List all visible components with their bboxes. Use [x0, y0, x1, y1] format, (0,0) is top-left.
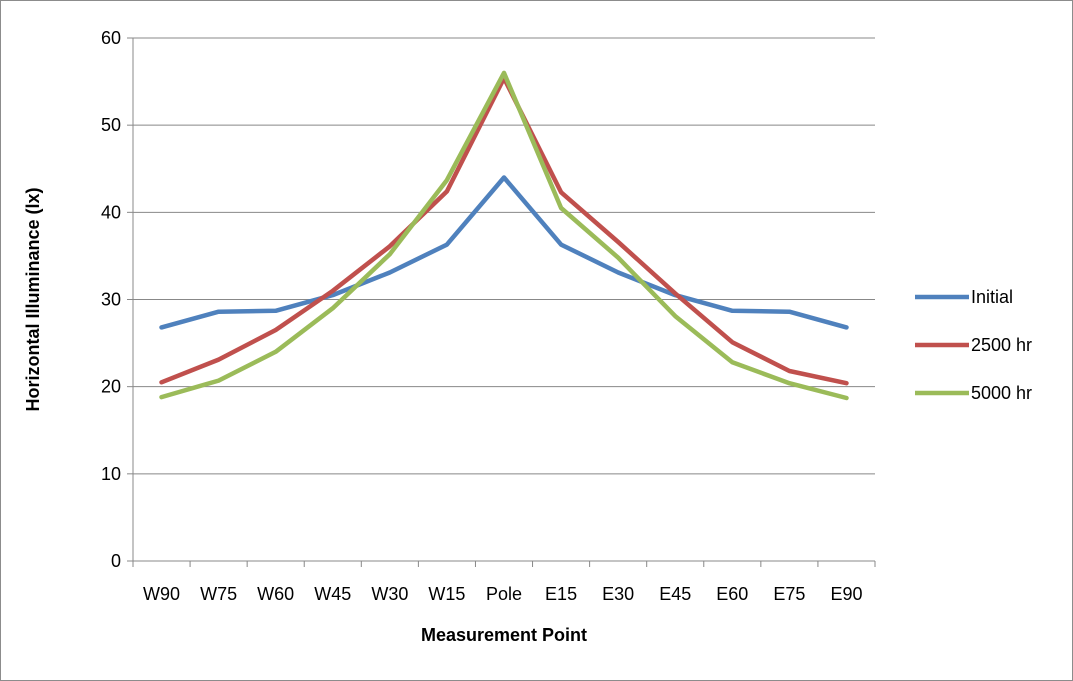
x-tick-label: Pole: [486, 584, 522, 604]
y-tick-label: 40: [101, 202, 121, 222]
x-tick-label: E90: [830, 584, 862, 604]
x-axis-title: Measurement Point: [421, 625, 587, 645]
legend-label: Initial: [971, 287, 1013, 307]
x-tick-label: W90: [143, 584, 180, 604]
legend: Initial 2500 hr 5000 hr: [915, 287, 1032, 403]
x-tick-label: E60: [716, 584, 748, 604]
y-tick-label: 10: [101, 464, 121, 484]
x-tick-label: W45: [314, 584, 351, 604]
y-tick-label: 60: [101, 28, 121, 48]
y-axis-title: Horizontal Illuminance (lx): [23, 187, 43, 411]
x-tick-label: W75: [200, 584, 237, 604]
legend-label: 2500 hr: [971, 335, 1032, 355]
gridlines: [133, 37, 875, 475]
series-line: [159, 75, 849, 386]
x-tick-label: E30: [602, 584, 634, 604]
y-tick-label: 20: [101, 377, 121, 397]
x-tick-label: E15: [545, 584, 577, 604]
x-tick-label: W60: [257, 584, 294, 604]
x-tick-label: W15: [428, 584, 465, 604]
x-tick-label: E75: [773, 584, 805, 604]
series-line: [159, 175, 849, 330]
x-tick-label: W30: [371, 584, 408, 604]
y-tick-label: 0: [111, 551, 121, 571]
x-tick-label: E45: [659, 584, 691, 604]
y-tick-label: 50: [101, 115, 121, 135]
series-lines: [159, 70, 849, 401]
legend-label: 5000 hr: [971, 383, 1032, 403]
axes: 0 10 20 30 40 50 60 W90 W75 W60 W45 W30 W15 Pole E15 E3…: [101, 28, 876, 604]
y-tick-label: 30: [101, 290, 121, 310]
